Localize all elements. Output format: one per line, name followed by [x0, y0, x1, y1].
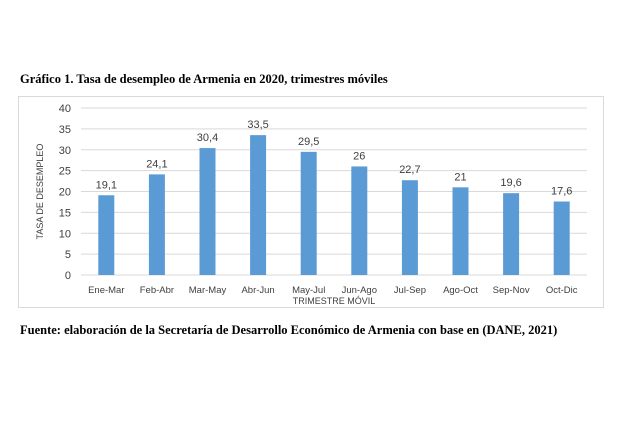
- data-labels: 19,1 24,1 30,4 33,5 29,5 26 22,7 21 19,6 17,6: [96, 119, 573, 197]
- x-tick-label: Jun-Ago: [342, 285, 377, 296]
- bar-feb-abr: [148, 174, 165, 275]
- data-label: 29,5: [298, 136, 319, 148]
- gridlines: [81, 107, 587, 276]
- data-label: 19,6: [500, 177, 521, 189]
- bars: [98, 135, 570, 275]
- data-label: 22,7: [399, 164, 420, 176]
- bar-ene-mar: [98, 195, 115, 275]
- data-label: 17,6: [551, 186, 572, 198]
- data-label: 30,4: [197, 132, 218, 144]
- data-label: 19,1: [96, 179, 117, 191]
- bar-may-jul: [300, 151, 317, 275]
- y-tick-label: 20: [59, 187, 71, 199]
- bar-oct-dic: [553, 201, 570, 275]
- x-axis-title: TRIMESTRE MÓVIL: [293, 296, 376, 306]
- x-tick-label: Mar-May: [189, 285, 227, 296]
- figure-source: Fuente: elaboración de la Secretaría de …: [20, 323, 558, 337]
- bar-mar-may: [199, 148, 216, 275]
- bar-sep-nov: [503, 193, 520, 275]
- x-tick-label: Feb-Abr: [140, 285, 174, 296]
- bar-abr-jun: [250, 135, 267, 275]
- data-label: 33,5: [247, 119, 268, 131]
- x-tick-label: Sep-Nov: [493, 285, 530, 296]
- y-tick-label: 40: [59, 103, 71, 115]
- x-tick-label: Abr-Jun: [241, 285, 274, 296]
- data-label: 26: [353, 150, 365, 162]
- x-tick-label: Ago-Oct: [443, 285, 478, 296]
- y-axis-ticks: 0 5 10 15 20 25 30 35 40: [59, 103, 71, 282]
- bar-jun-ago: [351, 166, 368, 275]
- data-label: 21: [454, 171, 466, 183]
- y-tick-label: 5: [65, 249, 71, 261]
- y-tick-label: 0: [65, 270, 71, 282]
- bar-chart: 0 5 10 15 20 25 30 35 40 19,1 24,1 30,4 33,5 29,5 26 2…: [35, 103, 587, 306]
- x-tick-label: Jul-Sep: [394, 285, 426, 296]
- x-tick-label: May-Jul: [292, 285, 325, 296]
- y-tick-label: 35: [59, 124, 71, 136]
- data-label: 24,1: [146, 158, 167, 170]
- bar-jul-sep: [401, 180, 418, 275]
- y-tick-label: 10: [59, 228, 71, 240]
- chart-frame: 0 5 10 15 20 25 30 35 40 19,1 24,1 30,4 33,5 29,5 26 2…: [18, 96, 604, 308]
- x-tick-label: Ene-Mar: [88, 285, 124, 296]
- x-tick-label: Oct-Dic: [546, 285, 578, 296]
- y-axis-title: TASA DE DESEMPLEO: [35, 144, 45, 240]
- y-tick-label: 30: [59, 145, 71, 157]
- y-tick-label: 25: [59, 166, 71, 178]
- figure-caption: Gráfico 1. Tasa de desempleo de Armenia …: [20, 72, 388, 86]
- bar-ago-oct: [452, 187, 469, 275]
- y-tick-label: 15: [59, 207, 71, 219]
- x-axis-ticks: Ene-Mar Feb-Abr Mar-May Abr-Jun May-Jul Jun-A…: [88, 285, 578, 296]
